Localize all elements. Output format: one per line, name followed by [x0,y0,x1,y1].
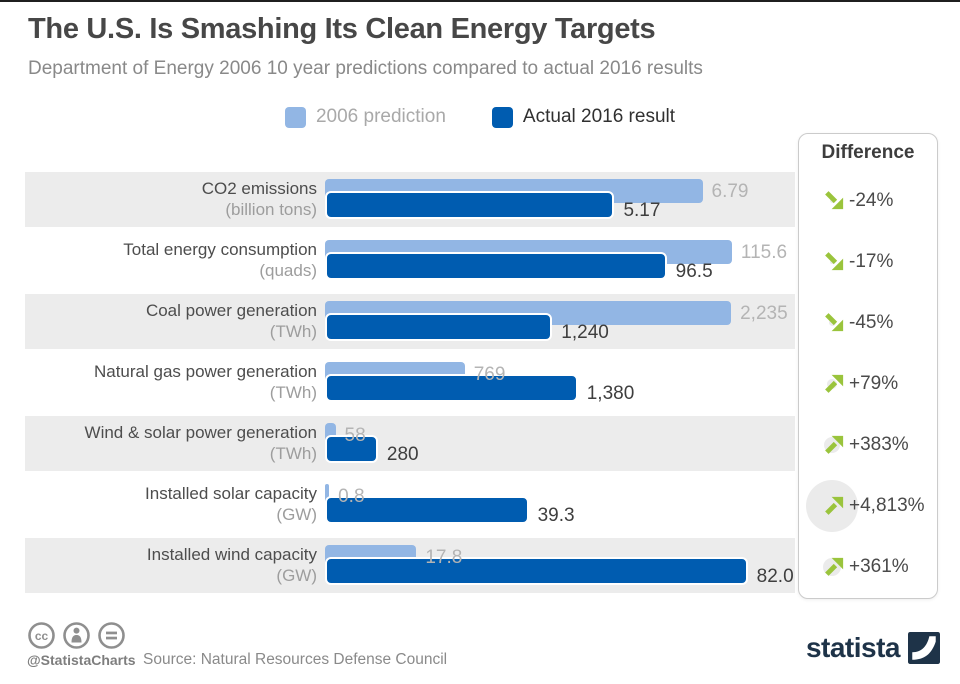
legend-item-prediction: 2006 prediction [284,106,446,128]
prediction-value: 769 [473,364,506,385]
difference-row: -17% [799,234,937,289]
top-border-line [0,0,960,2]
actual-value: 280 [386,444,419,465]
actual-swatch-icon [491,106,513,128]
arrow-up-right-icon [823,555,846,578]
row-label-unit: (TWh) [269,322,317,341]
row-label: Natural gas power generation (TWh) [25,361,317,403]
row-label-unit: (quads) [259,261,317,280]
page-title: The U.S. Is Smashing Its Clean Energy Ta… [28,13,656,45]
actual-bar [325,435,378,463]
difference-value: +361% [849,556,909,577]
difference-value: +4,813% [849,495,925,516]
row-label-name: Natural gas power generation [93,362,317,381]
table-row: Coal power generation (TWh) 2,235 1,240 [25,294,795,349]
difference-value: -17% [849,251,894,272]
row-label: CO2 emissions (billion tons) [25,178,317,220]
prediction-value: 2,235 [740,303,788,324]
table-row: Total energy consumption (quads) 115.6 96.5 [25,233,795,288]
legend: 2006 prediction Actual 2016 result [0,106,960,128]
page-subtitle: Department of Energy 2006 10 year predic… [28,58,703,79]
source-credit: Source: Natural Resources Defense Counci… [143,651,448,668]
row-label-unit: (GW) [276,505,317,524]
difference-value: +383% [849,434,909,455]
difference-row: +79% [799,356,937,411]
attribution-icon [63,622,90,649]
row-label-name: Wind & solar power generation [84,423,317,442]
actual-value: 39.3 [537,505,575,526]
actual-bar [325,191,615,219]
table-row: Installed wind capacity (GW) 17.8 82.0 [25,538,795,593]
legend-prediction-label: 2006 prediction [315,106,446,127]
statista-handle: @StatistaCharts [27,652,136,668]
actual-value: 5.17 [623,200,661,221]
row-label-unit: (TWh) [269,383,317,402]
arrow-down-right-icon [823,189,846,212]
no-derivatives-icon [98,622,125,649]
actual-value: 1,380 [586,383,635,404]
legend-actual-label: Actual 2016 result [522,106,676,127]
actual-bar [325,252,667,280]
row-label: Coal power generation (TWh) [25,300,317,342]
difference-panel-title: Difference [821,142,915,163]
prediction-value: 17.8 [425,547,463,568]
row-label-name: Installed solar capacity [145,484,317,503]
difference-row: +4,813% [799,478,937,533]
row-label: Total energy consumption (quads) [25,239,317,281]
row-label-name: Installed wind capacity [146,545,317,564]
row-label-name: Total energy consumption [123,240,317,259]
difference-row: -45% [799,295,937,350]
table-row: Installed solar capacity (GW) 0.8 39.3 [25,477,795,532]
difference-value: -24% [849,190,894,211]
arrow-down-right-icon [823,311,846,334]
arrow-up-right-icon [823,433,846,456]
difference-row: -24% [799,173,937,228]
actual-bar [325,374,578,402]
row-label-unit: (GW) [276,566,317,585]
license-icons: cc [27,621,126,650]
bar-chart-rows: CO2 emissions (billion tons) 6.79 5.17 Total… [25,172,795,593]
table-row: Wind & solar power generation (TWh) 58 280 [25,416,795,471]
svg-text:cc: cc [35,629,49,643]
statista-logo-text: statista [805,632,901,663]
row-label-unit: (billion tons) [225,200,317,219]
row-label: Installed solar capacity (GW) [25,483,317,525]
actual-value: 1,240 [561,322,609,343]
row-label: Wind & solar power generation (TWh) [25,422,317,464]
prediction-value: 115.6 [740,242,788,263]
table-row: Natural gas power generation (TWh) 769 1,38… [25,355,795,410]
difference-panel: Difference -24% -17% -45% +79% +383% +4,813% +… [798,133,938,599]
arrow-up-right-icon [823,372,846,395]
statista-logo: statista [806,632,940,664]
actual-bar [325,557,748,585]
actual-value: 82.0 [756,566,794,587]
row-label-name: Coal power generation [145,301,317,320]
legend-item-actual: Actual 2016 result [491,106,676,128]
arrow-down-right-icon [823,250,846,273]
prediction-value: 58 [344,425,366,446]
creative-commons-icon: cc [28,622,55,649]
difference-row: +383% [799,417,937,472]
arrow-up-right-icon [823,494,846,517]
table-row: CO2 emissions (billion tons) 6.79 5.17 [25,172,795,227]
actual-value: 96.5 [675,261,713,282]
row-label-name: CO2 emissions [201,179,317,198]
actual-bar [325,496,529,524]
actual-bar [325,313,553,341]
difference-value: -45% [849,312,894,333]
difference-row: +361% [799,539,937,594]
prediction-swatch-icon [284,106,306,128]
prediction-value: 6.79 [711,181,749,202]
row-label: Installed wind capacity (GW) [25,544,317,586]
statista-logo-mark-icon [908,632,940,664]
prediction-value: 0.8 [338,486,365,507]
difference-value: +79% [849,373,899,394]
row-label-unit: (TWh) [269,444,317,463]
